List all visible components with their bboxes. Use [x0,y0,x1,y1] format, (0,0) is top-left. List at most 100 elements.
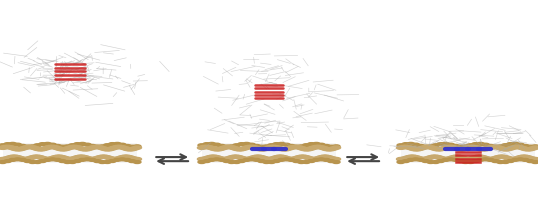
Circle shape [280,156,288,159]
Circle shape [129,160,136,163]
Circle shape [288,159,295,161]
Circle shape [439,157,448,160]
Circle shape [523,148,532,151]
Circle shape [305,156,313,160]
Circle shape [265,157,273,161]
Circle shape [257,156,266,159]
Circle shape [309,146,318,149]
Circle shape [442,159,449,161]
Circle shape [29,161,37,163]
Circle shape [313,142,320,145]
Circle shape [401,145,410,149]
Circle shape [492,160,499,163]
Circle shape [278,142,285,145]
Circle shape [457,160,464,163]
Circle shape [51,146,59,149]
Circle shape [1,145,10,149]
Circle shape [482,143,489,146]
Circle shape [273,160,280,162]
Circle shape [464,146,472,149]
Circle shape [38,147,47,151]
Circle shape [508,146,517,149]
Circle shape [277,147,286,151]
Circle shape [133,157,141,161]
Circle shape [285,147,293,150]
Circle shape [21,157,30,161]
Circle shape [462,145,469,148]
Circle shape [78,155,87,158]
Circle shape [88,157,97,161]
Circle shape [208,155,216,159]
Circle shape [98,155,107,158]
Circle shape [26,156,34,160]
Circle shape [24,160,31,163]
Circle shape [113,145,122,149]
Circle shape [123,144,131,147]
Circle shape [434,148,442,151]
Circle shape [202,145,211,149]
Circle shape [444,157,452,161]
Circle shape [198,161,206,163]
Circle shape [436,156,445,160]
Circle shape [267,157,276,161]
Circle shape [43,146,52,149]
Circle shape [272,146,281,149]
Circle shape [431,147,440,151]
Circle shape [230,155,238,158]
Circle shape [309,157,318,161]
Circle shape [467,144,475,147]
Circle shape [494,156,502,159]
Circle shape [504,156,512,160]
Circle shape [527,145,534,148]
Circle shape [33,155,42,158]
Circle shape [292,156,301,160]
Circle shape [237,156,246,160]
Circle shape [133,161,141,163]
Circle shape [247,156,256,160]
Circle shape [298,161,305,163]
Circle shape [89,144,96,147]
Circle shape [516,156,525,159]
Circle shape [328,160,335,163]
Circle shape [476,155,485,158]
Circle shape [14,158,22,161]
Circle shape [260,156,268,160]
Circle shape [18,147,27,150]
Circle shape [11,155,19,158]
Circle shape [489,157,497,161]
Circle shape [6,156,15,159]
Circle shape [486,146,495,149]
Circle shape [66,146,74,149]
Circle shape [200,157,209,161]
Circle shape [228,146,236,149]
Circle shape [9,142,17,145]
Circle shape [479,148,487,151]
Circle shape [96,156,104,159]
Circle shape [496,155,505,158]
Circle shape [308,160,315,162]
Circle shape [532,145,538,148]
Circle shape [130,157,139,161]
Circle shape [116,145,124,149]
Circle shape [74,160,81,162]
Circle shape [128,147,137,151]
Circle shape [427,161,435,163]
Circle shape [18,157,27,160]
Circle shape [237,147,246,151]
Circle shape [519,155,527,158]
Circle shape [51,156,59,159]
Circle shape [24,145,31,148]
Circle shape [494,146,502,149]
Circle shape [427,145,435,148]
Circle shape [442,142,449,145]
Circle shape [320,146,328,150]
Circle shape [3,156,12,160]
Circle shape [295,156,303,159]
Circle shape [486,157,495,161]
Circle shape [110,146,119,149]
Circle shape [73,146,82,149]
Circle shape [322,147,330,151]
Circle shape [254,155,263,158]
Circle shape [225,156,233,160]
Circle shape [462,161,469,163]
